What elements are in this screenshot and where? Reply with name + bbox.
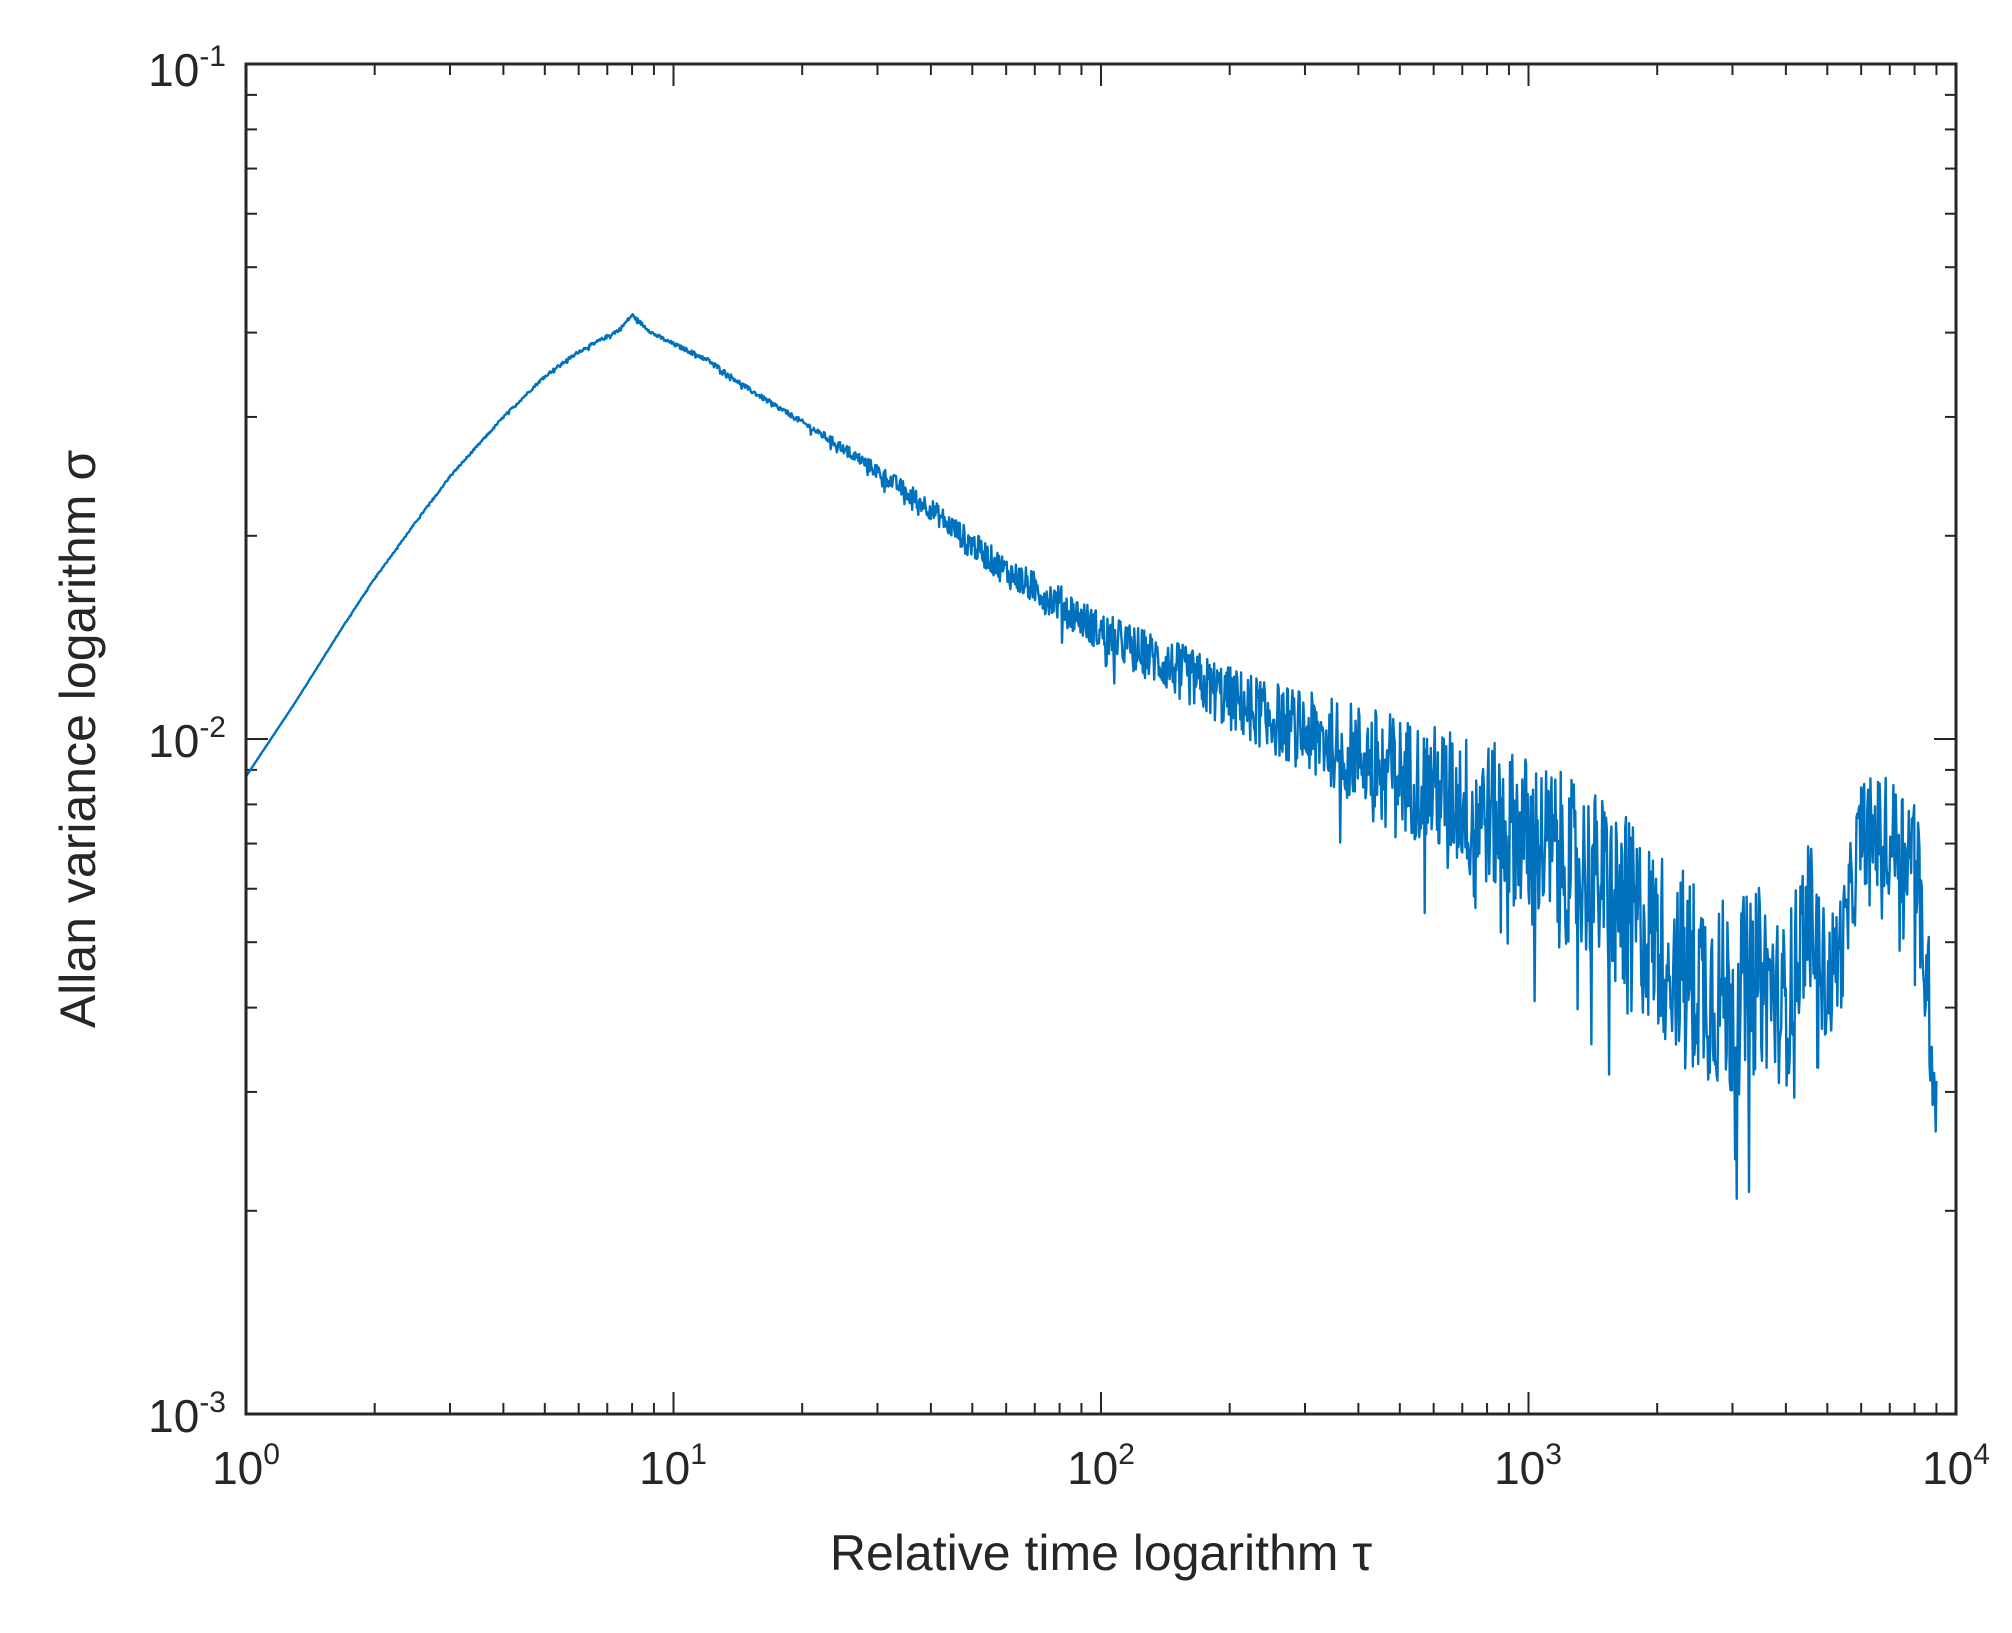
x-tick-label-0: 100 — [212, 1438, 280, 1494]
plot-area — [246, 64, 1956, 1414]
y-axis-title: Allan variance logarithm σ — [50, 450, 106, 1028]
y-tick-label-1: 10-2 — [148, 711, 226, 767]
x-tick-label-4: 104 — [1922, 1438, 1990, 1494]
axes-box — [244, 62, 1958, 1416]
y-tick-label-2: 10-1 — [148, 40, 226, 96]
x-tick-label-2: 102 — [1067, 1438, 1135, 1494]
axis-ticks — [245, 64, 1956, 1415]
y-tick-label-0: 10-3 — [148, 1386, 226, 1442]
series-line-allan-deviation — [245, 313, 1938, 1200]
x-axis-title: Relative time logarithm τ — [830, 1525, 1372, 1581]
x-tick-label-1: 101 — [639, 1438, 707, 1494]
x-tick-label-3: 103 — [1494, 1438, 1562, 1494]
